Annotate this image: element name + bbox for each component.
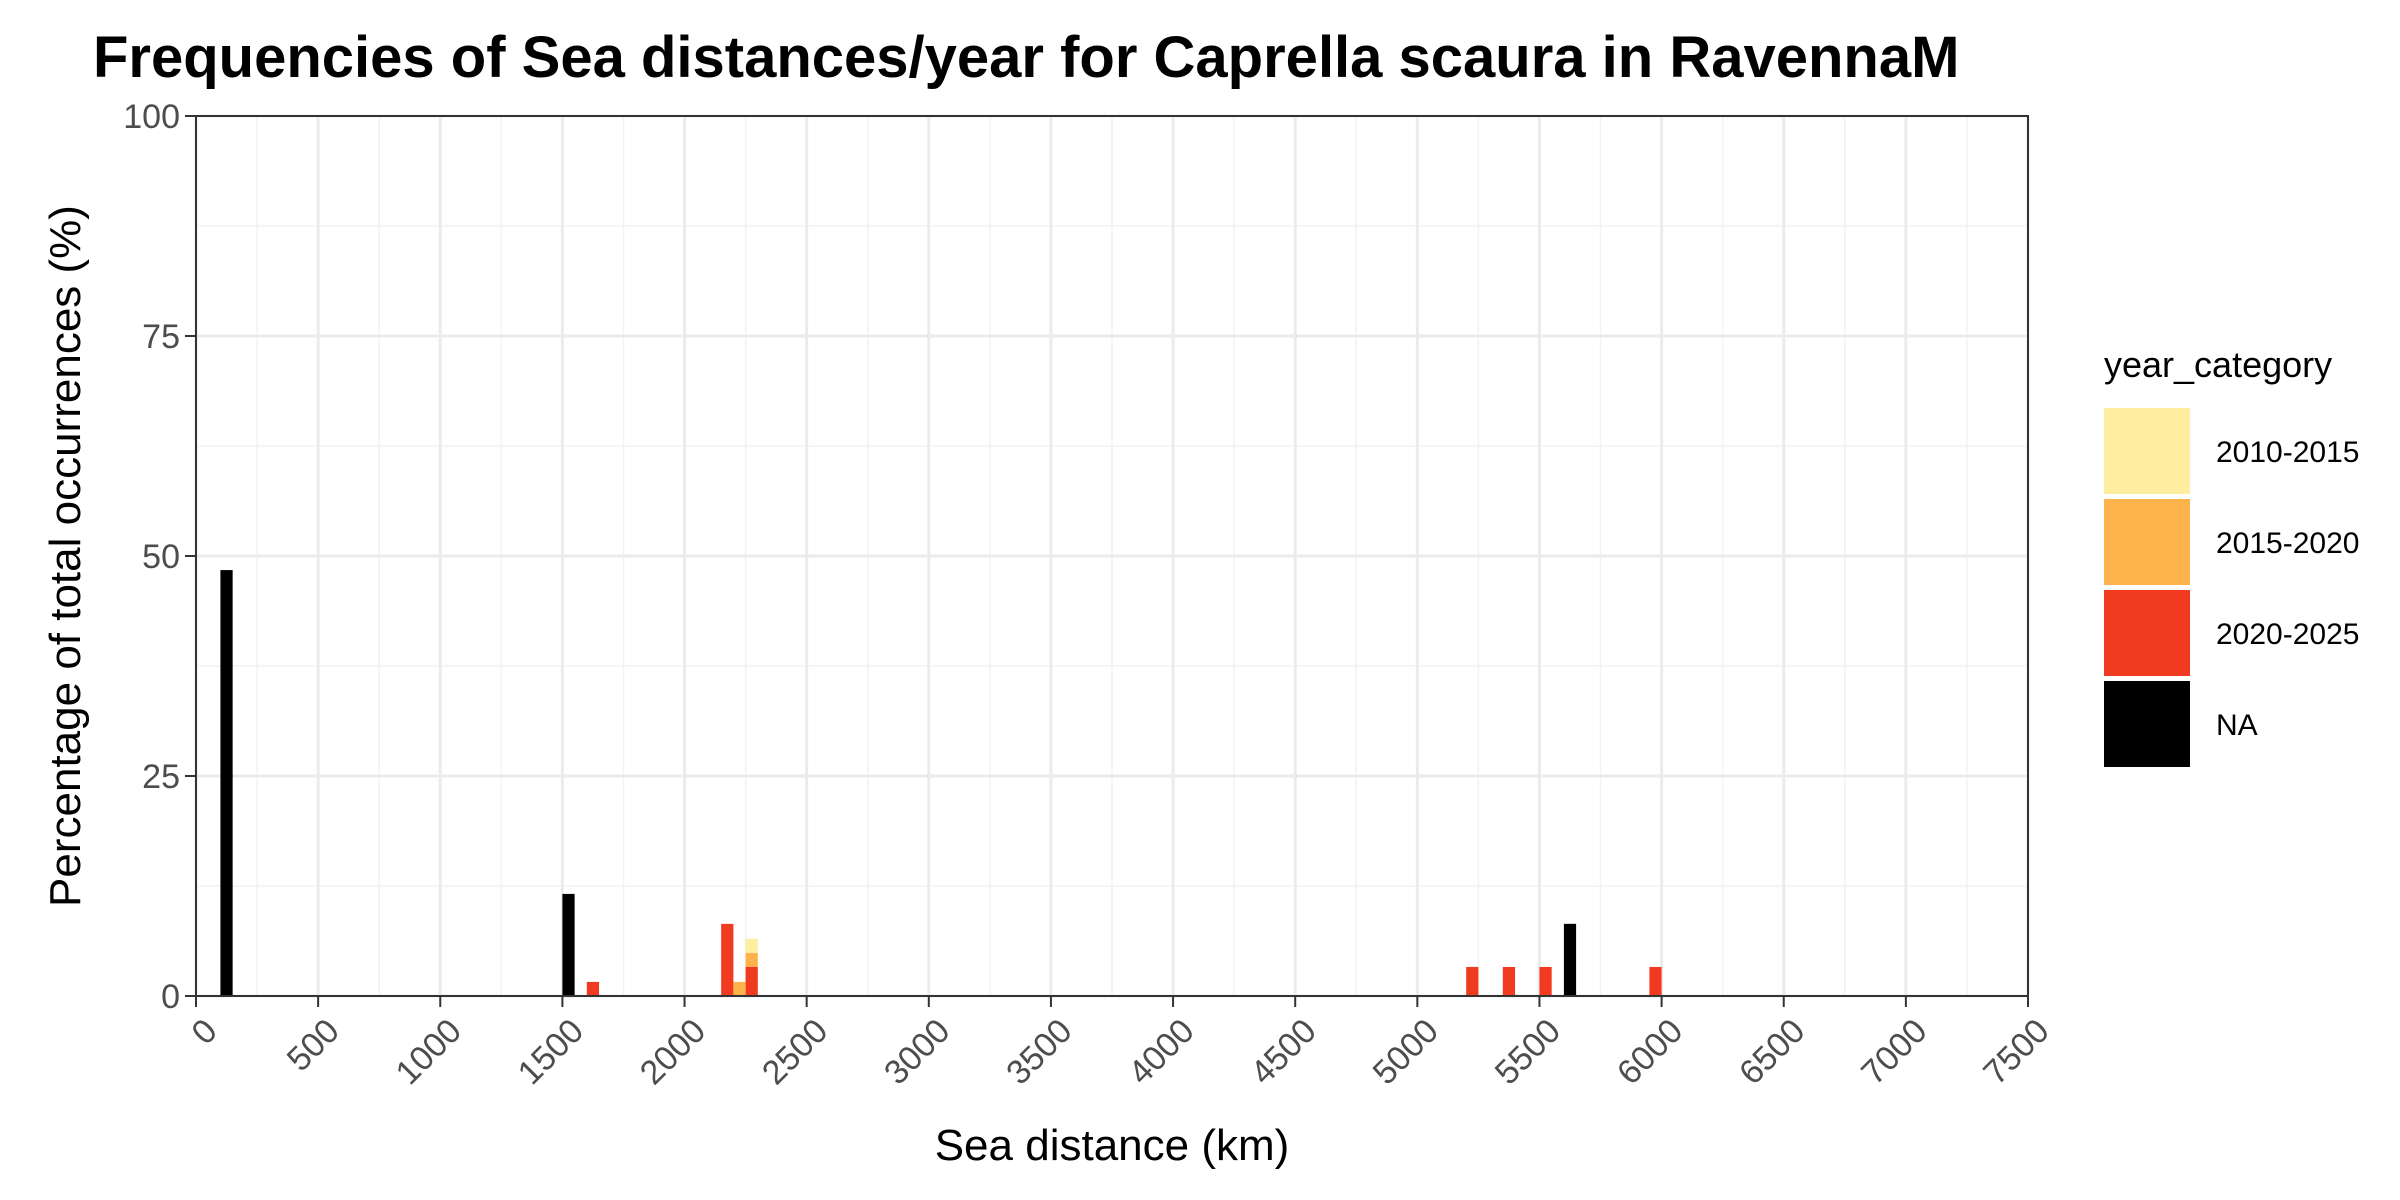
x-tick-label: 0 <box>184 1012 224 1052</box>
x-tick-label: 6500 <box>1732 1012 1812 1092</box>
x-tick-label: 5000 <box>1366 1012 1446 1092</box>
bar-na <box>220 570 233 996</box>
y-tick-label: 100 <box>123 98 180 136</box>
y-axis: 0 25 50 75 100 <box>123 98 196 1016</box>
bar-2020-2025 <box>745 966 758 996</box>
x-tick-label: 4000 <box>1121 1012 1201 1092</box>
bar-2020-2025 <box>721 923 734 996</box>
legend-key <box>2104 590 2190 676</box>
bar-2020-2025 <box>1539 966 1552 996</box>
legend-title: year_category <box>2104 344 2332 385</box>
bar-2015-2020 <box>733 981 746 996</box>
bar-2015-2020 <box>745 952 758 967</box>
bar-2020-2025 <box>586 981 600 996</box>
x-tick-label: 2500 <box>755 1012 835 1092</box>
x-tick-label: 4500 <box>1243 1012 1323 1092</box>
y-tick-label: 50 <box>142 538 180 576</box>
x-tick-label: 5500 <box>1488 1012 1568 1092</box>
x-tick-label: 7500 <box>1976 1012 2056 1092</box>
x-axis-title: Sea distance (km) <box>935 1121 1290 1170</box>
chart-title: Frequencies of Sea distances/year for Ca… <box>93 25 1959 90</box>
bar-2020-2025 <box>1502 966 1516 996</box>
legend-key <box>2104 499 2190 585</box>
bar-2020-2025 <box>1466 966 1479 996</box>
legend-label: 2010-2015 <box>2216 436 2359 469</box>
x-axis: 0 500 1000 1500 2000 2500 3000 3500 4000 4500 5000… <box>184 996 2057 1092</box>
x-tick-label: 2000 <box>633 1012 713 1092</box>
legend: 2010-2015 2015-2020 2020-2025 NA <box>2104 408 2359 767</box>
x-tick-label: 7000 <box>1854 1012 1934 1092</box>
y-tick-label: 25 <box>142 758 180 796</box>
x-tick-label: 6000 <box>1610 1012 1690 1092</box>
y-tick-label: 75 <box>142 318 180 356</box>
legend-label: 2015-2020 <box>2216 527 2359 560</box>
legend-key <box>2104 408 2190 494</box>
x-tick-label: 500 <box>280 1012 347 1079</box>
bars <box>220 570 1662 996</box>
x-tick-label: 3000 <box>877 1012 957 1092</box>
bar-2010-2015 <box>745 938 758 953</box>
x-tick-label: 3500 <box>999 1012 1079 1092</box>
bar-na <box>562 893 575 996</box>
legend-label: 2020-2025 <box>2216 618 2359 651</box>
bar-2020-2025 <box>1649 966 1662 996</box>
legend-label: NA <box>2216 709 2258 742</box>
x-tick-label: 1000 <box>389 1012 469 1092</box>
bar-na <box>1563 923 1577 996</box>
x-tick-label: 1500 <box>511 1012 591 1092</box>
y-axis-title: Percentage of total occurrences (%) <box>41 205 90 907</box>
y-tick-label: 0 <box>161 978 180 1016</box>
legend-key <box>2104 681 2190 767</box>
